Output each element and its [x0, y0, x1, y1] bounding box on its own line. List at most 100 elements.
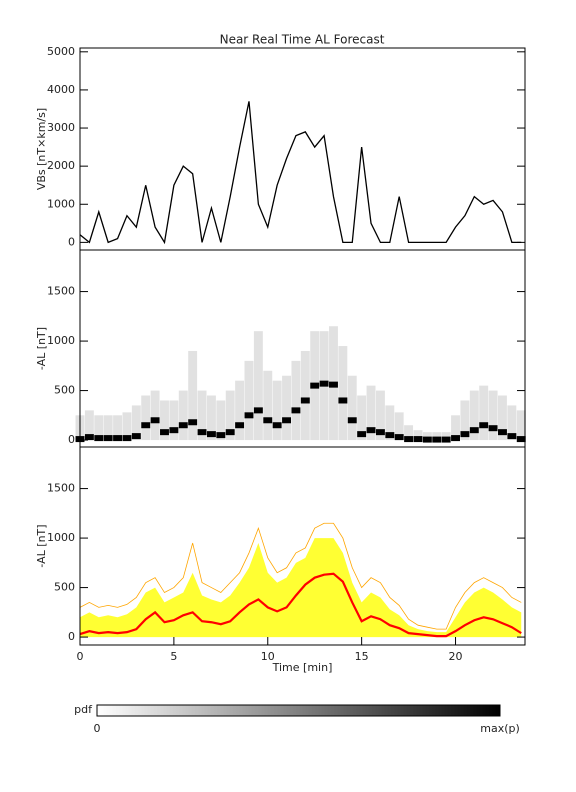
density-mode: [516, 436, 526, 443]
density-mode: [282, 417, 291, 424]
density-spread: [197, 390, 207, 441]
density-mode: [422, 436, 432, 443]
density-spread: [131, 405, 141, 441]
density-spread: [253, 331, 263, 441]
y-axis-label: VBs [nT×km/s]: [35, 108, 48, 190]
density-spread: [206, 395, 216, 441]
density-spread: [103, 415, 113, 441]
x-tick-label: 15: [355, 650, 369, 663]
y-tick-label: 1000: [47, 334, 75, 347]
density-mode: [441, 436, 451, 443]
y-axis-label: -AL [nT]: [35, 524, 48, 567]
density-mode: [150, 417, 160, 424]
density-mode: [460, 431, 470, 438]
y-tick-label: 0: [68, 630, 75, 643]
density-mode: [469, 427, 479, 434]
density-mode: [291, 407, 301, 414]
density-mode: [188, 419, 198, 426]
x-tick-label: 5: [170, 650, 177, 663]
density-spread: [225, 390, 235, 441]
density-mode: [488, 425, 498, 432]
density-spread: [357, 395, 367, 441]
density-spread: [479, 385, 489, 441]
y-tick-label: 3000: [47, 121, 75, 134]
y-tick-label: 4000: [47, 83, 75, 96]
density-spread: [160, 400, 169, 441]
density-mode: [394, 434, 404, 441]
density-spread: [263, 370, 273, 441]
density-spread: [178, 390, 188, 441]
density-mode: [507, 433, 517, 440]
density-spread: [507, 405, 517, 441]
density-spread: [488, 390, 498, 441]
density-spread: [460, 400, 470, 441]
density-mode: [94, 435, 104, 442]
colorbar-max: max(p): [480, 722, 520, 735]
density-mode: [310, 382, 320, 389]
density-spread: [404, 425, 414, 441]
density-spread: [516, 410, 526, 441]
density-mode: [385, 432, 395, 439]
x-tick-label: 0: [77, 650, 84, 663]
density-spread: [422, 432, 432, 441]
plot-frame: [79, 47, 526, 251]
density-spread: [291, 360, 301, 441]
density-mode: [131, 433, 141, 440]
density-spread: [469, 390, 479, 441]
density-mode: [206, 431, 216, 438]
x-tick-label: 10: [261, 650, 275, 663]
density-spread: [413, 430, 423, 441]
vbs-line: [79, 101, 522, 245]
density-spread: [366, 385, 376, 441]
density-spread: [432, 432, 442, 441]
density-mode: [225, 429, 235, 436]
density-mode: [366, 427, 376, 434]
density-mode: [451, 435, 460, 442]
density-mode: [404, 436, 414, 443]
density-mode: [160, 429, 169, 436]
x-axis-label: Time [min]: [272, 661, 333, 674]
density-spread: [188, 350, 198, 441]
density-spread: [141, 395, 151, 441]
x-tick-label: 20: [449, 650, 463, 663]
density-mode: [84, 434, 94, 441]
density-mode: [244, 412, 254, 419]
density-spread: [84, 410, 94, 441]
density-mode: [253, 407, 263, 414]
density-mode: [197, 429, 207, 436]
density-spread: [394, 412, 404, 441]
density-spread: [122, 412, 132, 441]
density-mode: [329, 381, 338, 388]
y-tick-label: 2000: [47, 159, 75, 172]
density-mode: [235, 422, 245, 429]
density-mode: [300, 397, 310, 404]
envelope-line: [79, 522, 522, 630]
y-tick-label: 500: [54, 384, 75, 397]
y-tick-label: 1500: [47, 482, 75, 495]
density-mode: [103, 435, 113, 442]
density-spread: [113, 415, 123, 441]
density-mode: [479, 422, 489, 429]
colorbar: [96, 704, 501, 717]
colorbar-label: pdf: [74, 703, 93, 716]
density-mode: [375, 429, 385, 436]
density-spread: [300, 350, 310, 441]
density-mode: [141, 422, 151, 429]
density-mode: [113, 435, 123, 442]
density-spread: [498, 395, 507, 441]
density-mode: [413, 436, 423, 443]
density-mode: [498, 429, 507, 436]
density-spread: [282, 375, 291, 441]
density-spread: [216, 400, 226, 441]
density-mode: [319, 380, 329, 387]
plot-frame: [79, 446, 526, 646]
y-tick-label: 0: [68, 433, 75, 446]
density-mode: [357, 431, 367, 438]
density-spread: [338, 346, 348, 441]
y-tick-label: 1500: [47, 285, 75, 298]
density-spread: [375, 390, 385, 441]
y-tick-label: 1000: [47, 531, 75, 544]
density-spread: [169, 400, 179, 441]
density-spread: [272, 380, 282, 441]
density-spread: [451, 415, 460, 441]
